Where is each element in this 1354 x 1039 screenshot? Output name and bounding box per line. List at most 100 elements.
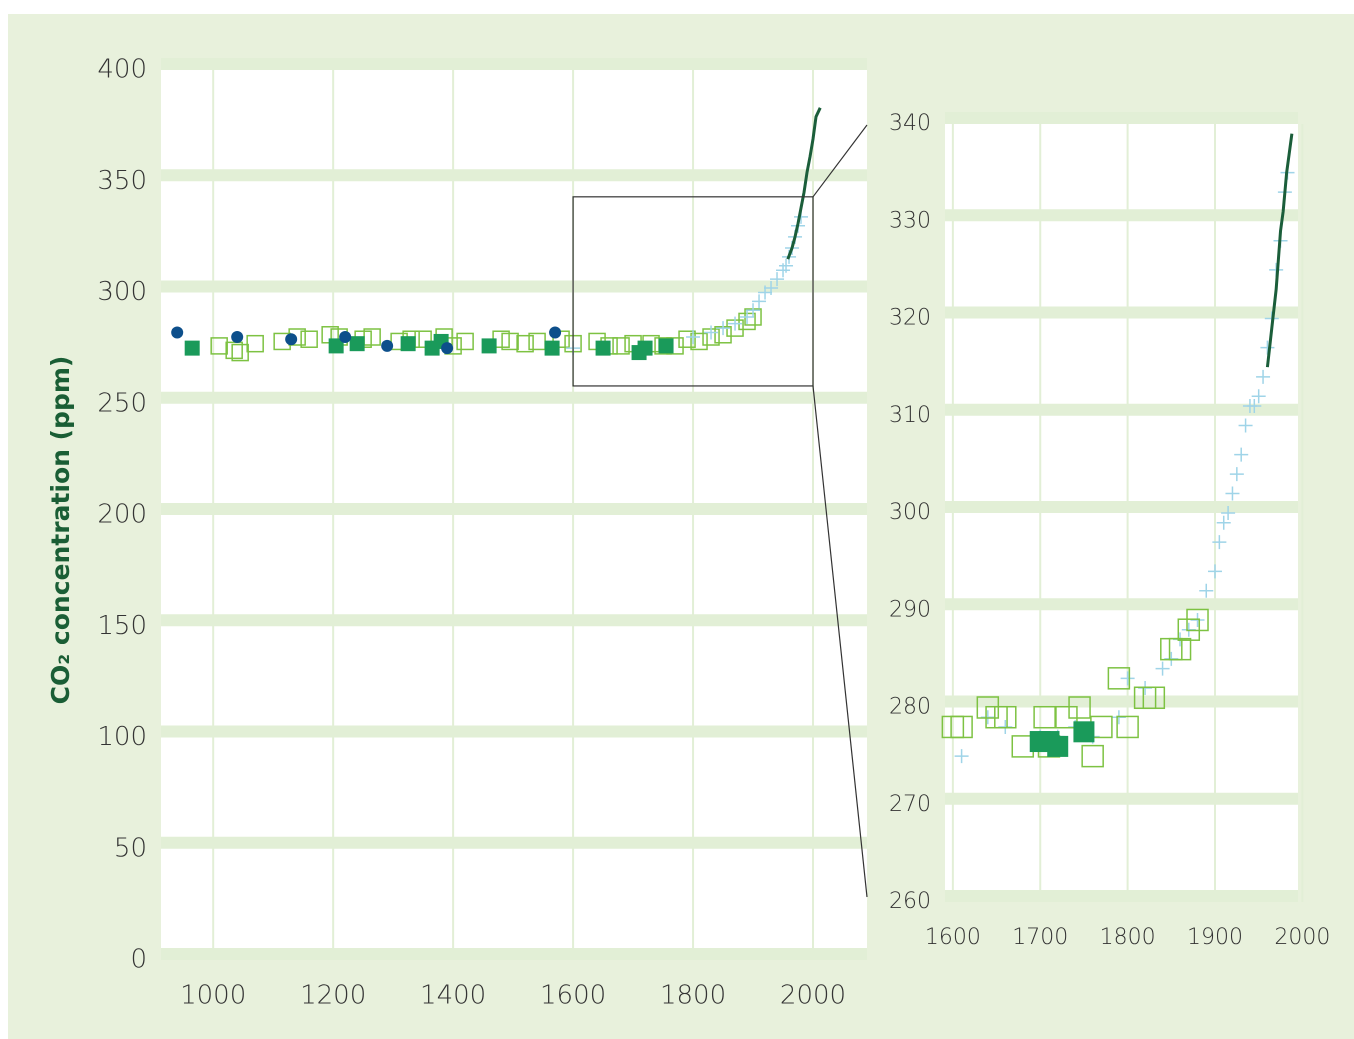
marker xyxy=(456,332,474,351)
marker xyxy=(1073,721,1095,743)
marker xyxy=(300,330,318,348)
marker xyxy=(381,339,394,352)
marker xyxy=(481,338,497,354)
y-tick-label: 50 xyxy=(114,833,147,863)
marker xyxy=(1177,618,1201,641)
marker xyxy=(225,341,243,360)
marker xyxy=(1116,715,1139,739)
x-tick-label: 2000 xyxy=(1274,925,1330,950)
marker xyxy=(704,325,719,340)
data-line xyxy=(1265,133,1294,368)
marker xyxy=(552,330,570,348)
marker xyxy=(686,330,701,344)
marker xyxy=(1107,667,1131,690)
x-tick-label: 1800 xyxy=(660,981,726,1011)
marker xyxy=(764,281,779,296)
x-tick-label: 1800 xyxy=(1100,925,1156,950)
x-tick-label: 2000 xyxy=(780,981,846,1011)
marker xyxy=(728,316,743,331)
marker xyxy=(285,333,298,346)
marker xyxy=(1221,506,1236,520)
marker xyxy=(210,337,228,355)
zoom-box xyxy=(572,196,814,387)
marker xyxy=(1120,671,1135,686)
y-tick-label: 100 xyxy=(97,722,147,752)
marker xyxy=(954,749,969,764)
x-tick-label: 1000 xyxy=(180,981,246,1011)
marker xyxy=(1229,467,1244,482)
marker xyxy=(1260,340,1275,355)
y-tick-label: 350 xyxy=(97,166,147,196)
marker xyxy=(1186,608,1209,632)
marker xyxy=(1181,622,1196,637)
marker xyxy=(1234,447,1249,462)
marker xyxy=(752,294,767,309)
marker xyxy=(950,715,973,739)
y-axis-label: CO₂ concentration (ppm) xyxy=(46,356,75,705)
x-tick-label: 1200 xyxy=(300,981,366,1011)
x-tick-label: 1400 xyxy=(420,981,486,1011)
y-tick-label: 300 xyxy=(889,500,931,525)
marker xyxy=(549,326,562,339)
marker xyxy=(1207,564,1222,579)
marker xyxy=(658,338,674,354)
marker xyxy=(231,343,249,362)
marker xyxy=(1173,632,1188,647)
zoom-connector xyxy=(812,124,868,198)
y-tick-label: 280 xyxy=(889,695,931,720)
marker xyxy=(349,336,365,352)
marker xyxy=(1251,389,1266,404)
marker xyxy=(184,340,200,356)
marker xyxy=(1199,583,1214,598)
marker xyxy=(516,334,534,353)
y-tick-label: 330 xyxy=(889,208,931,233)
y-tick-label: 300 xyxy=(97,277,147,307)
marker xyxy=(595,340,611,356)
marker xyxy=(746,303,761,318)
marker xyxy=(1142,686,1166,710)
y-tick-label: 290 xyxy=(889,597,931,622)
marker xyxy=(1212,535,1227,550)
marker xyxy=(1068,696,1091,719)
x-tick-label: 1600 xyxy=(540,981,606,1011)
marker xyxy=(400,336,416,352)
marker xyxy=(1190,612,1205,627)
marker xyxy=(690,332,708,351)
marker xyxy=(779,258,794,273)
y-tick-label: 260 xyxy=(889,889,931,914)
marker xyxy=(1238,418,1253,433)
marker xyxy=(1138,681,1153,696)
y-tick-label: 310 xyxy=(889,403,931,428)
marker xyxy=(998,719,1013,734)
x-tick-label: 1600 xyxy=(925,925,981,950)
data-line xyxy=(786,107,822,260)
marker xyxy=(328,338,344,354)
y-tick-label: 150 xyxy=(97,611,147,641)
y-tick-label: 340 xyxy=(889,111,931,136)
marker xyxy=(612,337,630,355)
marker xyxy=(339,331,352,343)
marker xyxy=(544,340,560,356)
marker xyxy=(501,332,519,351)
marker xyxy=(246,334,264,353)
marker xyxy=(980,710,995,725)
marker xyxy=(1081,744,1104,768)
marker xyxy=(1256,369,1271,384)
zoom-connector xyxy=(812,385,868,898)
marker xyxy=(678,330,696,348)
x-tick-label: 1700 xyxy=(1012,925,1068,950)
y-tick-label: 0 xyxy=(130,945,147,975)
y-tick-label: 320 xyxy=(889,306,931,331)
marker xyxy=(1033,705,1056,729)
marker xyxy=(976,696,1000,719)
marker xyxy=(994,705,1017,729)
marker xyxy=(637,340,653,356)
marker xyxy=(1225,486,1240,501)
marker xyxy=(770,272,785,287)
marker xyxy=(231,331,244,343)
marker xyxy=(1047,735,1069,757)
marker xyxy=(740,309,755,324)
marker xyxy=(1055,705,1078,729)
y-tick-label: 250 xyxy=(97,388,147,418)
